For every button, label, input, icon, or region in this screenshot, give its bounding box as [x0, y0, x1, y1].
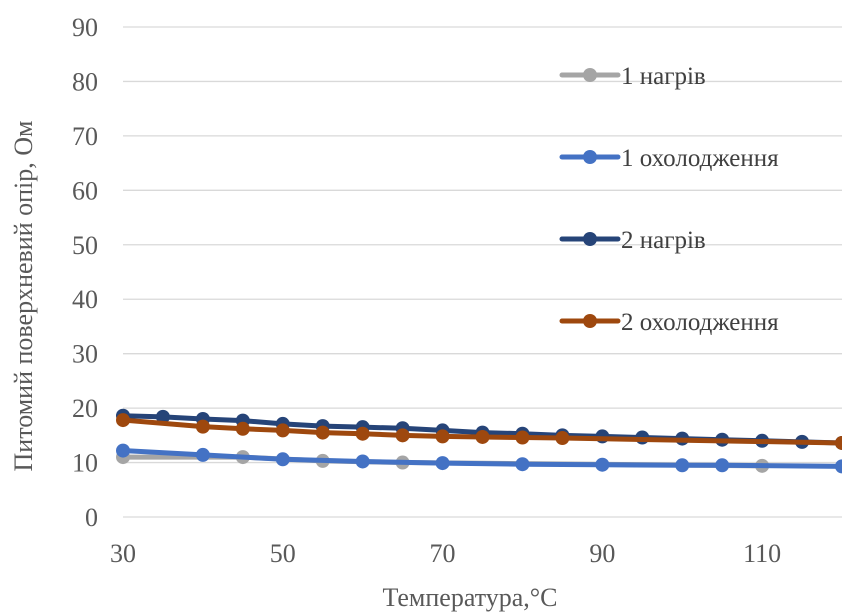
y-tick-50: 50: [72, 231, 98, 260]
legend-item-2: 1 охолодження: [559, 145, 779, 172]
series-4-point: [555, 431, 570, 446]
y-tick-80: 80: [72, 67, 98, 96]
legend: 1 нагрів 1 охолодження 2 нагрів 2 охолоджен…: [559, 63, 779, 336]
series-2-point: [355, 454, 370, 469]
y-tick-40: 40: [72, 285, 98, 314]
y-tick-20: 20: [72, 394, 98, 423]
series-4-point: [355, 426, 370, 441]
x-tick-50: 50: [270, 539, 296, 568]
series-4-point: [395, 428, 410, 443]
x-tick-110: 110: [743, 539, 781, 568]
series-2-point: [715, 458, 730, 473]
legend-item-4: 2 охолодження: [559, 309, 779, 336]
series-4-point: [435, 429, 450, 444]
y-axis-title: Питомий поверхневий опір, Ом: [9, 121, 38, 472]
y-tick-70: 70: [72, 122, 98, 151]
series-2-point: [275, 452, 290, 467]
x-tick-labels: 30 50 70 90 110: [110, 539, 781, 568]
legend-swatch-marker: [583, 68, 597, 82]
y-tick-30: 30: [72, 340, 98, 369]
y-tick-0: 0: [85, 503, 98, 532]
series-2: [116, 443, 842, 474]
legend-swatch-marker: [583, 150, 597, 164]
series-2-point: [195, 447, 210, 462]
series-2-point: [515, 457, 530, 472]
x-tick-90: 90: [589, 539, 615, 568]
y-tick-90: 90: [72, 13, 98, 42]
series-4-point: [195, 419, 210, 434]
legend-label: 2 охолодження: [621, 309, 779, 336]
series-4-point: [315, 425, 330, 440]
x-axis-title: Температура,°C: [382, 583, 557, 612]
legend-item-1: 1 нагрів: [559, 63, 706, 90]
series-4-point: [116, 413, 130, 428]
legend-item-3: 2 нагрів: [559, 227, 706, 254]
x-tick-30: 30: [110, 539, 136, 568]
x-tick-70: 70: [430, 539, 456, 568]
legend-label: 1 нагрів: [621, 63, 706, 90]
series-4-point: [515, 430, 530, 445]
y-tick-labels: 0 10 20 30 40 50 60 70 80 90: [72, 13, 98, 532]
series-4-point: [275, 423, 290, 438]
y-tick-10: 10: [72, 449, 98, 478]
legend-swatch-marker: [583, 314, 597, 328]
series-4-point: [235, 421, 250, 436]
series-4-point: [835, 435, 842, 450]
series-4-point: [475, 429, 490, 444]
series-3-point: [155, 409, 170, 424]
series-2-point: [116, 443, 130, 458]
series-2-point: [675, 458, 690, 473]
legend-swatch-marker: [583, 232, 597, 246]
legend-label: 1 охолодження: [621, 145, 779, 172]
series-2-point: [595, 457, 610, 472]
series-4: [116, 413, 842, 450]
y-tick-60: 60: [72, 176, 98, 205]
series-group: [116, 408, 842, 474]
legend-label: 2 нагрів: [621, 227, 706, 254]
series-2-line: [120, 448, 842, 469]
series-2-point: [435, 456, 450, 471]
series-2-point: [835, 459, 842, 474]
